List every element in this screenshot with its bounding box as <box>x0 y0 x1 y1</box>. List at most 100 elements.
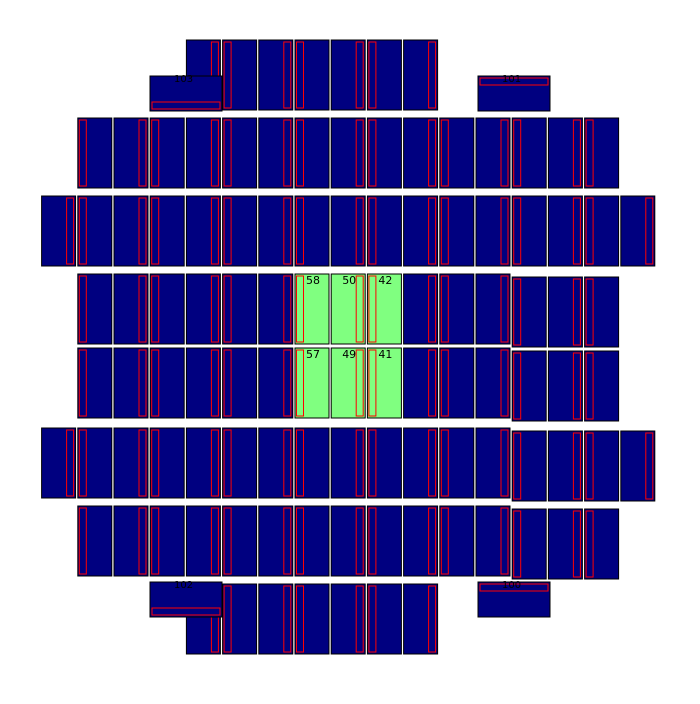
ccd-amp-region <box>296 585 304 653</box>
ccd-amp-region <box>151 197 160 265</box>
ccd-chip <box>547 508 583 580</box>
ccd-chip <box>294 195 330 267</box>
ccd-chip <box>258 427 294 499</box>
ccd-amp-region <box>645 432 654 500</box>
ccd-chip <box>439 505 475 577</box>
ccd-amp-region <box>513 432 522 500</box>
ccd-chip <box>403 195 439 267</box>
ccd-chip <box>475 347 511 419</box>
ccd-chip <box>511 276 547 348</box>
ccd-chip <box>149 117 185 189</box>
ccd-chip <box>547 195 583 267</box>
ccd-amp-region <box>151 429 160 497</box>
ccd-amp-region <box>151 275 160 343</box>
ccd-amp-region <box>223 585 232 653</box>
ccd-amp-region <box>500 197 509 265</box>
ccd-amp-region <box>500 507 509 575</box>
ccd-chip <box>294 347 330 419</box>
ccd-chip <box>511 117 547 189</box>
ccd-chip <box>366 273 402 345</box>
ccd-amp-region <box>368 41 377 109</box>
ccd-chip <box>584 195 620 267</box>
guide-ccd-chip <box>477 581 551 618</box>
ccd-amp-region <box>368 275 377 343</box>
ccd-chip <box>330 347 366 419</box>
ccd-amp-region <box>355 349 364 417</box>
ccd-amp-region <box>78 275 87 343</box>
ccd-chip <box>403 273 439 345</box>
ccd-amp-region <box>283 585 292 653</box>
ccd-chip <box>403 427 439 499</box>
ccd-amp-region <box>66 429 75 497</box>
ccd-amp-region <box>223 41 232 109</box>
ccd-chip <box>185 505 221 577</box>
ccd-amp-region <box>500 275 509 343</box>
ccd-amp-region <box>283 349 292 417</box>
ccd-amp-region <box>355 197 364 265</box>
ccd-amp-region <box>585 197 594 265</box>
ccd-amp-region <box>296 41 304 109</box>
ccd-amp-region <box>428 197 437 265</box>
ccd-chip <box>294 117 330 189</box>
ccd-amp-region <box>296 197 304 265</box>
ccd-amp-region <box>138 349 147 417</box>
ccd-chip <box>475 273 511 345</box>
ccd-chip <box>511 430 547 502</box>
ccd-chip <box>330 39 366 111</box>
ccd-amp-region <box>513 119 522 187</box>
ccd-amp-region <box>66 197 75 265</box>
ccd-amp-region <box>428 507 437 575</box>
ccd-chip <box>403 117 439 189</box>
ccd-amp-region <box>78 507 87 575</box>
ccd-chip <box>222 39 258 111</box>
ccd-amp-region <box>368 349 377 417</box>
ccd-label: 41 <box>378 348 392 361</box>
ccd-chip <box>113 347 149 419</box>
ccd-amp-region <box>296 275 304 343</box>
ccd-chip <box>149 195 185 267</box>
ccd-amp-region <box>428 349 437 417</box>
ccd-amp-region <box>138 429 147 497</box>
ccd-chip <box>258 117 294 189</box>
ccd-amp-region <box>440 197 449 265</box>
ccd-chip <box>222 505 258 577</box>
ccd-chip <box>294 273 330 345</box>
ccd-chip <box>584 117 620 189</box>
ccd-chip <box>258 505 294 577</box>
guide-ccd-amp-region <box>151 101 221 110</box>
ccd-chip <box>149 347 185 419</box>
ccd-amp-region <box>283 197 292 265</box>
ccd-chip <box>439 273 475 345</box>
ccd-chip <box>77 505 113 577</box>
ccd-chip <box>185 427 221 499</box>
ccd-amp-region <box>428 275 437 343</box>
ccd-chip <box>149 427 185 499</box>
ccd-chip <box>258 195 294 267</box>
ccd-amp-region <box>283 429 292 497</box>
ccd-amp-region <box>572 352 581 420</box>
ccd-amp-region <box>645 197 654 265</box>
ccd-chip <box>475 117 511 189</box>
ccd-amp-region <box>585 278 594 346</box>
ccd-amp-region <box>223 119 232 187</box>
ccd-chip <box>366 505 402 577</box>
ccd-chip <box>113 195 149 267</box>
ccd-amp-region <box>500 429 509 497</box>
ccd-amp-region <box>283 507 292 575</box>
guide-ccd-label: 103 <box>174 74 193 85</box>
ccd-chip <box>222 117 258 189</box>
ccd-chip <box>113 505 149 577</box>
ccd-amp-region <box>572 432 581 500</box>
ccd-amp-region <box>585 510 594 578</box>
ccd-chip <box>475 195 511 267</box>
ccd-amp-region <box>223 349 232 417</box>
ccd-chip <box>330 117 366 189</box>
ccd-chip <box>366 195 402 267</box>
ccd-chip <box>77 273 113 345</box>
guide-ccd-chip <box>149 581 223 618</box>
ccd-amp-region <box>440 507 449 575</box>
guide-ccd-amp-region <box>479 583 549 592</box>
ccd-chip <box>222 273 258 345</box>
ccd-chip <box>330 273 366 345</box>
ccd-chip <box>584 430 620 502</box>
